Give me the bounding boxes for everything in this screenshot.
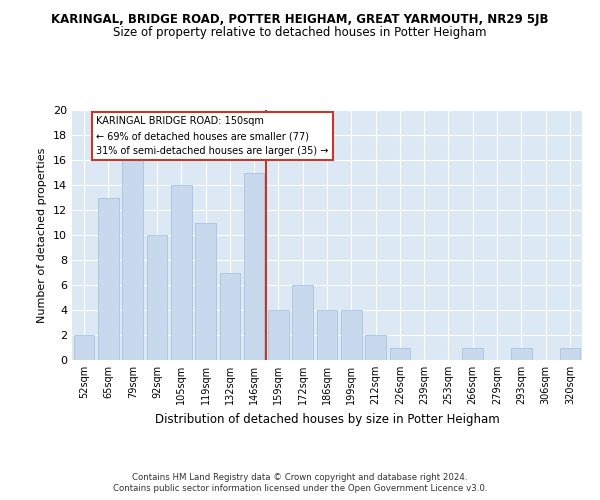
- Bar: [98, 198, 119, 360]
- Bar: [146, 235, 167, 360]
- Bar: [220, 272, 240, 360]
- Bar: [292, 285, 313, 360]
- Bar: [317, 310, 337, 360]
- Text: KARINGAL, BRIDGE ROAD, POTTER HEIGHAM, GREAT YARMOUTH, NR29 5JB: KARINGAL, BRIDGE ROAD, POTTER HEIGHAM, G…: [51, 12, 549, 26]
- Text: Contains HM Land Registry data © Crown copyright and database right 2024.: Contains HM Land Registry data © Crown c…: [132, 472, 468, 482]
- Text: Size of property relative to detached houses in Potter Heigham: Size of property relative to detached ho…: [113, 26, 487, 39]
- Bar: [511, 348, 532, 360]
- Text: KARINGAL BRIDGE ROAD: 150sqm
← 69% of detached houses are smaller (77)
31% of se: KARINGAL BRIDGE ROAD: 150sqm ← 69% of de…: [96, 116, 329, 156]
- Y-axis label: Number of detached properties: Number of detached properties: [37, 148, 47, 322]
- Bar: [341, 310, 362, 360]
- Bar: [463, 348, 483, 360]
- X-axis label: Distribution of detached houses by size in Potter Heigham: Distribution of detached houses by size …: [155, 412, 499, 426]
- Bar: [122, 135, 143, 360]
- Bar: [74, 335, 94, 360]
- Text: Contains public sector information licensed under the Open Government Licence v3: Contains public sector information licen…: [113, 484, 487, 493]
- Bar: [244, 172, 265, 360]
- Bar: [268, 310, 289, 360]
- Bar: [171, 185, 191, 360]
- Bar: [560, 348, 580, 360]
- Bar: [365, 335, 386, 360]
- Bar: [195, 222, 216, 360]
- Bar: [389, 348, 410, 360]
